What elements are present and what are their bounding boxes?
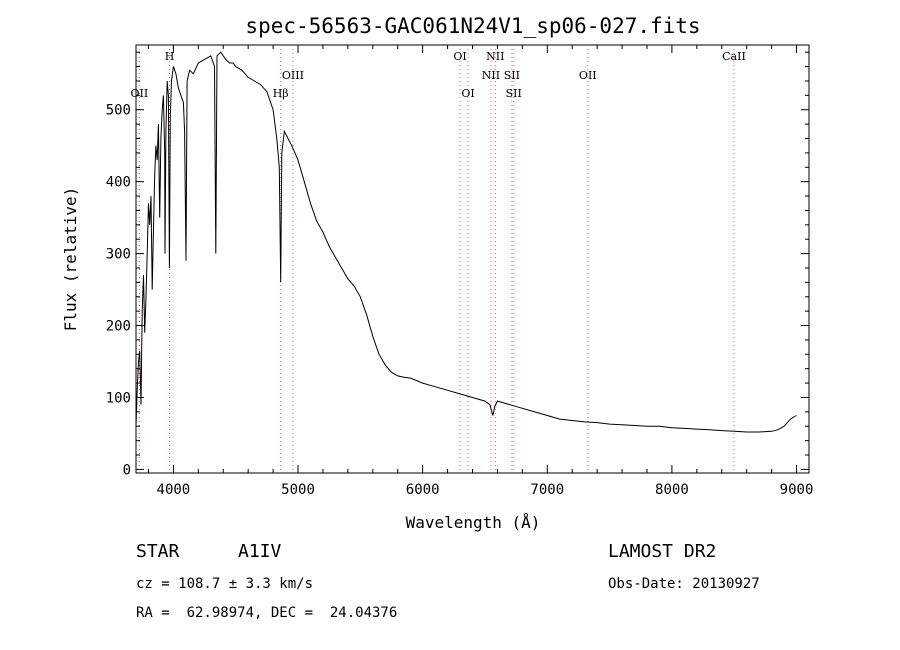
y-tick-label: 500	[106, 103, 131, 119]
survey-name: LAMOST DR2	[608, 541, 717, 562]
spectral-line-label: OI	[453, 50, 466, 63]
observation-date: Obs-Date: 20130927	[608, 576, 760, 592]
spectral-line-label: SII	[504, 69, 520, 82]
spectral-line-label: H	[165, 50, 175, 63]
redshift-cz: cz = 108.7 ± 3.3 km/s	[136, 576, 314, 592]
x-tick-label: 8000	[655, 482, 689, 498]
spectral-line-label: OIII	[282, 69, 304, 82]
spectral-line-label: OI	[461, 87, 474, 100]
y-tick-label: 100	[106, 390, 131, 406]
spectral-line-label: CaII	[722, 50, 746, 63]
object-subclass: A1IV	[238, 541, 282, 562]
chart-title: spec-56563-GAC061N24V1_sp06-027.fits	[245, 14, 700, 38]
spectral-line-label: SII	[506, 87, 522, 100]
plot-frame	[135, 44, 810, 474]
x-tick-label: 9000	[780, 482, 814, 498]
spectral-line-markers	[138, 45, 735, 473]
x-axis-label: Wavelength (Å)	[406, 513, 541, 532]
y-tick-label: 0	[123, 462, 131, 478]
x-tick-label: 5000	[281, 482, 315, 498]
object-class: STAR	[136, 541, 180, 562]
spectral-line-label: NII	[482, 69, 500, 82]
x-tick-label: 6000	[406, 482, 440, 498]
y-axis-ticks: 0 100 200 300 400 500	[106, 51, 809, 478]
x-tick-label: 7000	[530, 482, 564, 498]
x-tick-label: 4000	[157, 482, 191, 498]
spectral-line-label: OII	[579, 69, 597, 82]
spectral-line-label: Hβ	[273, 87, 289, 100]
spectral-line-label: OII	[131, 87, 149, 100]
spectrum-series-line	[135, 51, 797, 433]
y-tick-label: 200	[106, 319, 131, 335]
y-axis-label: Flux (relative)	[61, 187, 80, 332]
spectral-line-label: NII	[486, 50, 504, 63]
coordinates: RA = 62.98974, DEC = 24.04376	[136, 605, 398, 621]
x-axis-ticks: 4000 5000 6000 7000 8000 9000	[147, 45, 814, 498]
y-tick-label: 400	[106, 175, 131, 191]
y-tick-label: 300	[106, 247, 131, 263]
